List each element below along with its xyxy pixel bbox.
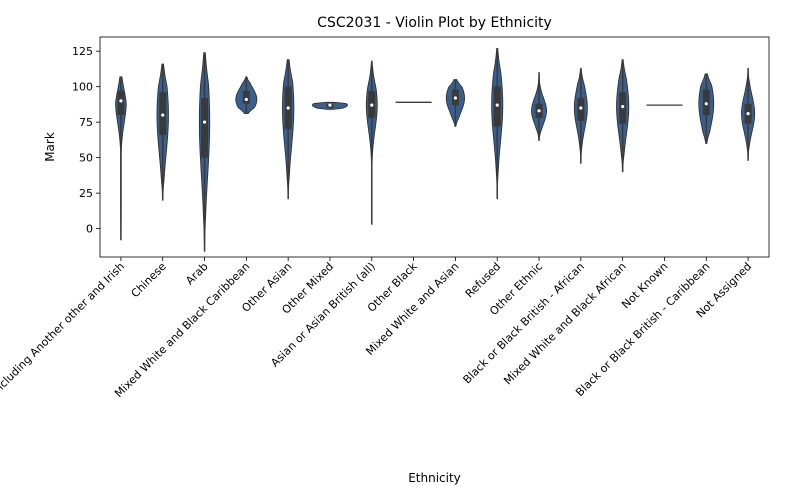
violin-group [741, 67, 756, 161]
x-axis-label: Ethnicity [408, 471, 461, 485]
violin-group [616, 59, 630, 173]
violin-median [244, 97, 248, 102]
violin-median [746, 112, 750, 116]
violin-group [312, 101, 348, 110]
violin-group [573, 67, 588, 164]
violin-box [117, 90, 125, 116]
violin-group [235, 76, 258, 115]
violin-group [698, 73, 715, 144]
x-tick-label: Refused [463, 260, 503, 300]
violin-box [201, 98, 209, 158]
violin-median [704, 102, 708, 106]
violin-group [115, 76, 127, 241]
violin-group [445, 79, 465, 127]
y-axis-label: Mark [43, 132, 57, 162]
violin-median [202, 120, 207, 124]
violin-median [161, 113, 165, 117]
violin-median [621, 104, 625, 109]
violin-group [491, 47, 504, 200]
violin-median [537, 109, 541, 113]
y-tick-label: 50 [79, 152, 93, 165]
plot-area: 0 25 50 75 100 125 White including Another oth… [0, 36, 770, 423]
violin-group [282, 59, 295, 200]
x-tick-label: Chinese [129, 260, 169, 300]
x-tick-label: Mixed White and Black Caribbean [112, 260, 252, 400]
violin-median [119, 99, 123, 103]
violin-group [156, 63, 169, 201]
violin-median [453, 96, 458, 100]
violin-median [579, 106, 583, 110]
violin-median [370, 103, 374, 107]
x-tick-label: White including Another other and Irish [0, 260, 127, 423]
violin-median [495, 103, 499, 107]
x-tick-label: Arab [183, 260, 210, 287]
y-tick-label: 75 [79, 116, 93, 129]
violin-group [198, 52, 211, 252]
violin-group [365, 60, 378, 225]
violin-box [242, 90, 250, 104]
y-tick-label: 100 [72, 81, 93, 94]
violin-group [531, 72, 547, 142]
y-tick-label: 125 [72, 45, 93, 58]
chart-title: CSC2031 - Violin Plot by Ethnicity [317, 15, 552, 31]
y-tick-label: 0 [86, 223, 93, 236]
violin-median [328, 103, 332, 107]
plot-frame [99, 36, 770, 258]
y-tick-label: 25 [79, 187, 93, 200]
violin-median [286, 106, 290, 110]
